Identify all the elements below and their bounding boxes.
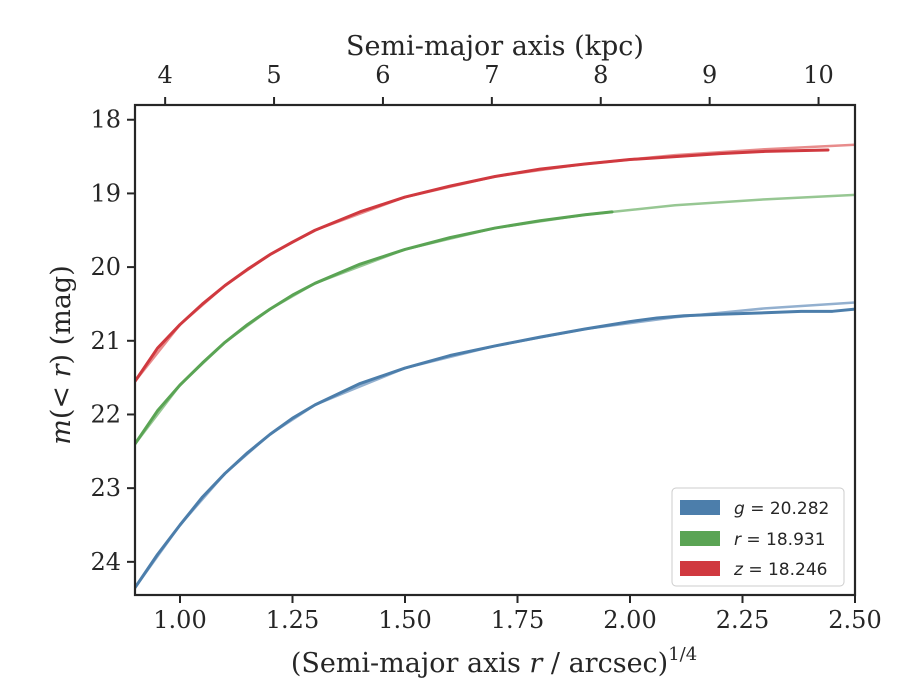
y-tick-label: 24 xyxy=(90,548,121,576)
y-tick-label: 22 xyxy=(90,400,121,428)
x-tick-label: 2.00 xyxy=(603,606,656,634)
x-axis-title: (Semi-major axis r / arcsec)1/4 xyxy=(291,644,697,679)
x-tick-label: 2.50 xyxy=(828,606,881,634)
y-tick-label: 21 xyxy=(90,327,121,355)
top-tick-label: 10 xyxy=(803,61,834,89)
legend-swatch-z xyxy=(680,561,720,576)
x-axis: 1.00 1.25 1.50 1.75 2.00 2.25 2.50 xyxy=(153,595,882,634)
legend-label-g: g = 20.282 xyxy=(734,499,829,519)
top-tick-label: 7 xyxy=(484,61,499,89)
plot-frame xyxy=(133,103,857,597)
series-line-z xyxy=(135,148,830,383)
top-tick-label: 8 xyxy=(593,61,608,89)
top-tick-label: 5 xyxy=(266,61,281,89)
y-axis-title: m(< r) (mag) xyxy=(46,265,77,444)
x-tick-label: 1.50 xyxy=(378,606,431,634)
top-tick-label: 9 xyxy=(702,61,717,89)
x-tick-label: 1.75 xyxy=(491,606,544,634)
series-layer xyxy=(135,143,855,590)
y-tick-label: 19 xyxy=(90,179,121,207)
top-axis-title: Semi-major axis (kpc) xyxy=(346,31,644,62)
legend-swatch-r xyxy=(680,531,720,546)
x-tick-label: 1.00 xyxy=(153,606,206,634)
top-tick-label: 6 xyxy=(375,61,390,89)
legend-label-z: z = 18.246 xyxy=(733,560,827,580)
series-line-g xyxy=(135,307,855,590)
top-axis: 4 5 6 7 8 9 10 xyxy=(158,61,834,105)
series-line-r xyxy=(135,210,614,446)
top-tick-label: 4 xyxy=(158,61,173,89)
x-tick-label: 1.25 xyxy=(266,606,319,634)
legend-label-r: r = 18.931 xyxy=(734,530,826,550)
legend: g = 20.282 r = 18.931 z = 18.246 xyxy=(671,487,845,587)
y-tick-label: 20 xyxy=(90,253,121,281)
y-tick-label: 23 xyxy=(90,474,121,502)
top-axis-title-group: Semi-major axis (kpc) xyxy=(346,31,644,62)
model-line-r xyxy=(135,193,855,445)
x-tick-label: 2.25 xyxy=(716,606,769,634)
legend-swatch-g xyxy=(680,500,720,515)
y-tick-label: 18 xyxy=(90,106,121,134)
y-axis: 18 19 20 21 22 23 24 xyxy=(90,106,135,576)
